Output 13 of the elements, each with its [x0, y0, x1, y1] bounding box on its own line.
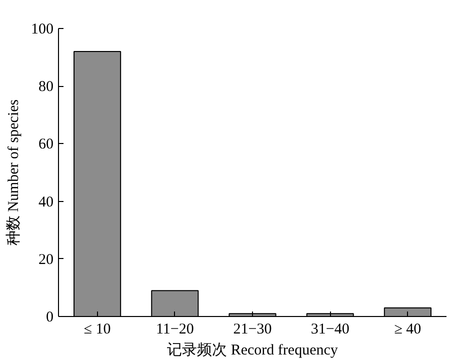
x-tick-label: 21−30 — [233, 322, 272, 338]
x-tick-label: 11−20 — [156, 322, 194, 338]
y-tick-label: 0 — [46, 310, 54, 326]
x-tick-label: ≤ 10 — [84, 322, 111, 338]
y-tick-label: 100 — [31, 22, 54, 38]
y-axis-title: 种数 Number of species — [5, 99, 22, 246]
y-tick-label: 60 — [38, 136, 54, 153]
y-tick-label: 20 — [38, 252, 54, 268]
y-tick-label: 80 — [38, 79, 54, 96]
x-tick-label: 31−40 — [310, 322, 350, 338]
y-tick-label: 40 — [38, 194, 54, 210]
x-tick-label: ≥ 40 — [394, 322, 422, 338]
x-axis-title: 记录频次 Record frequency — [167, 342, 338, 358]
